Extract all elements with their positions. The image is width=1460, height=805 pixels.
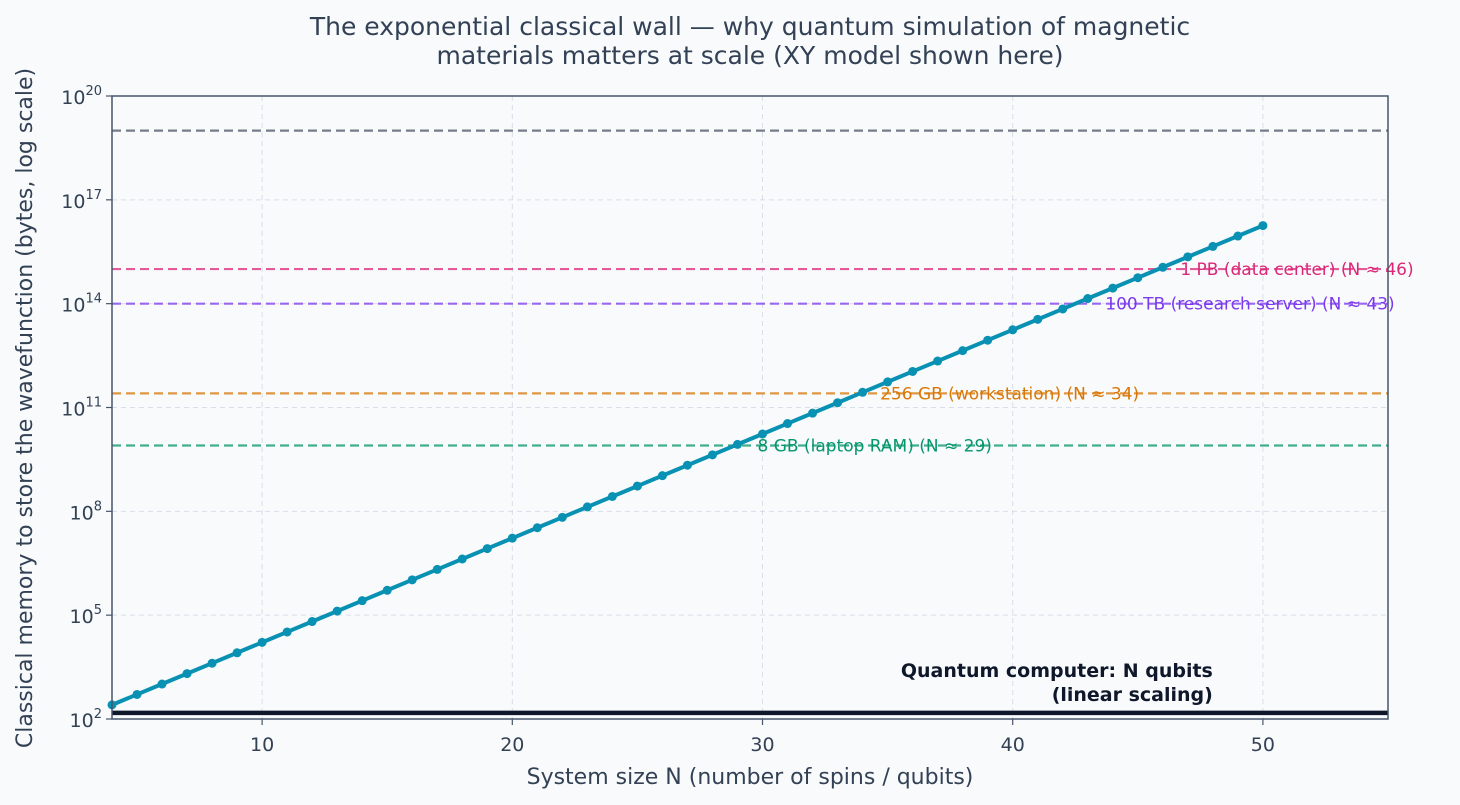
reference-lines: 8 GB (laptop RAM) (N ≈ 29) 256 GB (workst…	[112, 129, 1414, 456]
y-tick-label: 105	[70, 603, 102, 628]
data-point	[1258, 221, 1268, 231]
y-axis-ticks: 102 105 108 1011 1014 1017 1020	[61, 84, 112, 732]
y-tick-label: 1014	[61, 292, 102, 317]
x-tick-label: 30	[750, 734, 774, 756]
x-tick-label: 50	[1251, 734, 1275, 756]
data-point	[707, 450, 717, 460]
data-point	[207, 658, 217, 668]
data-point	[357, 596, 367, 606]
data-point	[232, 648, 242, 658]
quantum-annotation: Quantum computer: N qubits	[901, 660, 1213, 682]
chart-title-line-2: materials matters at scale (XY model sho…	[436, 41, 1063, 70]
data-point	[758, 429, 768, 439]
data-point	[908, 366, 918, 376]
y-tick-label: 1017	[61, 188, 102, 213]
x-axis-ticks: 10 20 30 40 50	[250, 719, 1275, 756]
data-point	[182, 669, 192, 679]
data-point	[1058, 304, 1068, 314]
data-point	[883, 377, 893, 387]
data-point	[1158, 262, 1168, 272]
data-point	[607, 491, 617, 501]
data-point	[332, 606, 342, 616]
data-point	[732, 439, 742, 449]
data-point	[557, 512, 567, 522]
reference-line-label: 1 PB (data center) (N ≈ 46)	[1180, 260, 1413, 280]
data-point	[307, 617, 317, 627]
data-point	[132, 689, 142, 699]
data-point	[1233, 231, 1243, 241]
data-point	[983, 335, 993, 345]
data-point	[1033, 314, 1043, 324]
data-point	[432, 564, 442, 574]
reference-line-label: 256 GB (workstation) (N ≈ 34)	[880, 384, 1139, 404]
data-point	[808, 408, 818, 418]
data-point	[282, 627, 292, 637]
data-point	[1183, 252, 1193, 262]
reference-line-label: 100 TB (research server) (N ≈ 43)	[1105, 295, 1394, 315]
data-series	[107, 221, 1268, 710]
data-point	[1108, 283, 1118, 293]
data-point	[382, 585, 392, 595]
data-point	[1133, 273, 1143, 283]
data-point	[682, 460, 692, 470]
chart-title-line-1: The exponential classical wall — why qua…	[309, 12, 1190, 41]
data-point	[407, 575, 417, 585]
data-point	[157, 679, 167, 689]
data-point	[1008, 325, 1018, 335]
data-point	[1083, 294, 1093, 304]
y-tick-label: 1020	[61, 84, 102, 109]
data-point	[457, 554, 467, 564]
data-point	[933, 356, 943, 366]
data-point	[958, 346, 968, 356]
x-tick-label: 20	[500, 734, 524, 756]
data-point	[858, 387, 868, 397]
y-tick-label: 102	[70, 707, 102, 732]
data-point	[783, 419, 793, 429]
y-axis-label: Classical memory to store the wavefuncti…	[13, 68, 38, 748]
data-point	[657, 471, 667, 481]
data-point	[833, 398, 843, 408]
x-tick-label: 40	[1001, 734, 1025, 756]
reference-line-label: 8 GB (laptop RAM) (N ≈ 29)	[758, 436, 992, 456]
y-tick-label: 1011	[61, 396, 102, 421]
data-point	[532, 523, 542, 533]
x-axis-label: System size N (number of spins / qubits)	[527, 765, 974, 790]
y-tick-label: 108	[70, 499, 102, 524]
x-tick-label: 10	[250, 734, 274, 756]
data-point	[1208, 241, 1218, 251]
data-point	[507, 533, 517, 543]
data-point	[582, 502, 592, 512]
data-point	[482, 544, 492, 554]
data-point	[257, 637, 267, 647]
data-point	[632, 481, 642, 491]
quantum-line-group: Quantum computer: N qubits(linear scalin…	[112, 660, 1388, 716]
quantum-annotation: (linear scaling)	[1052, 684, 1213, 706]
